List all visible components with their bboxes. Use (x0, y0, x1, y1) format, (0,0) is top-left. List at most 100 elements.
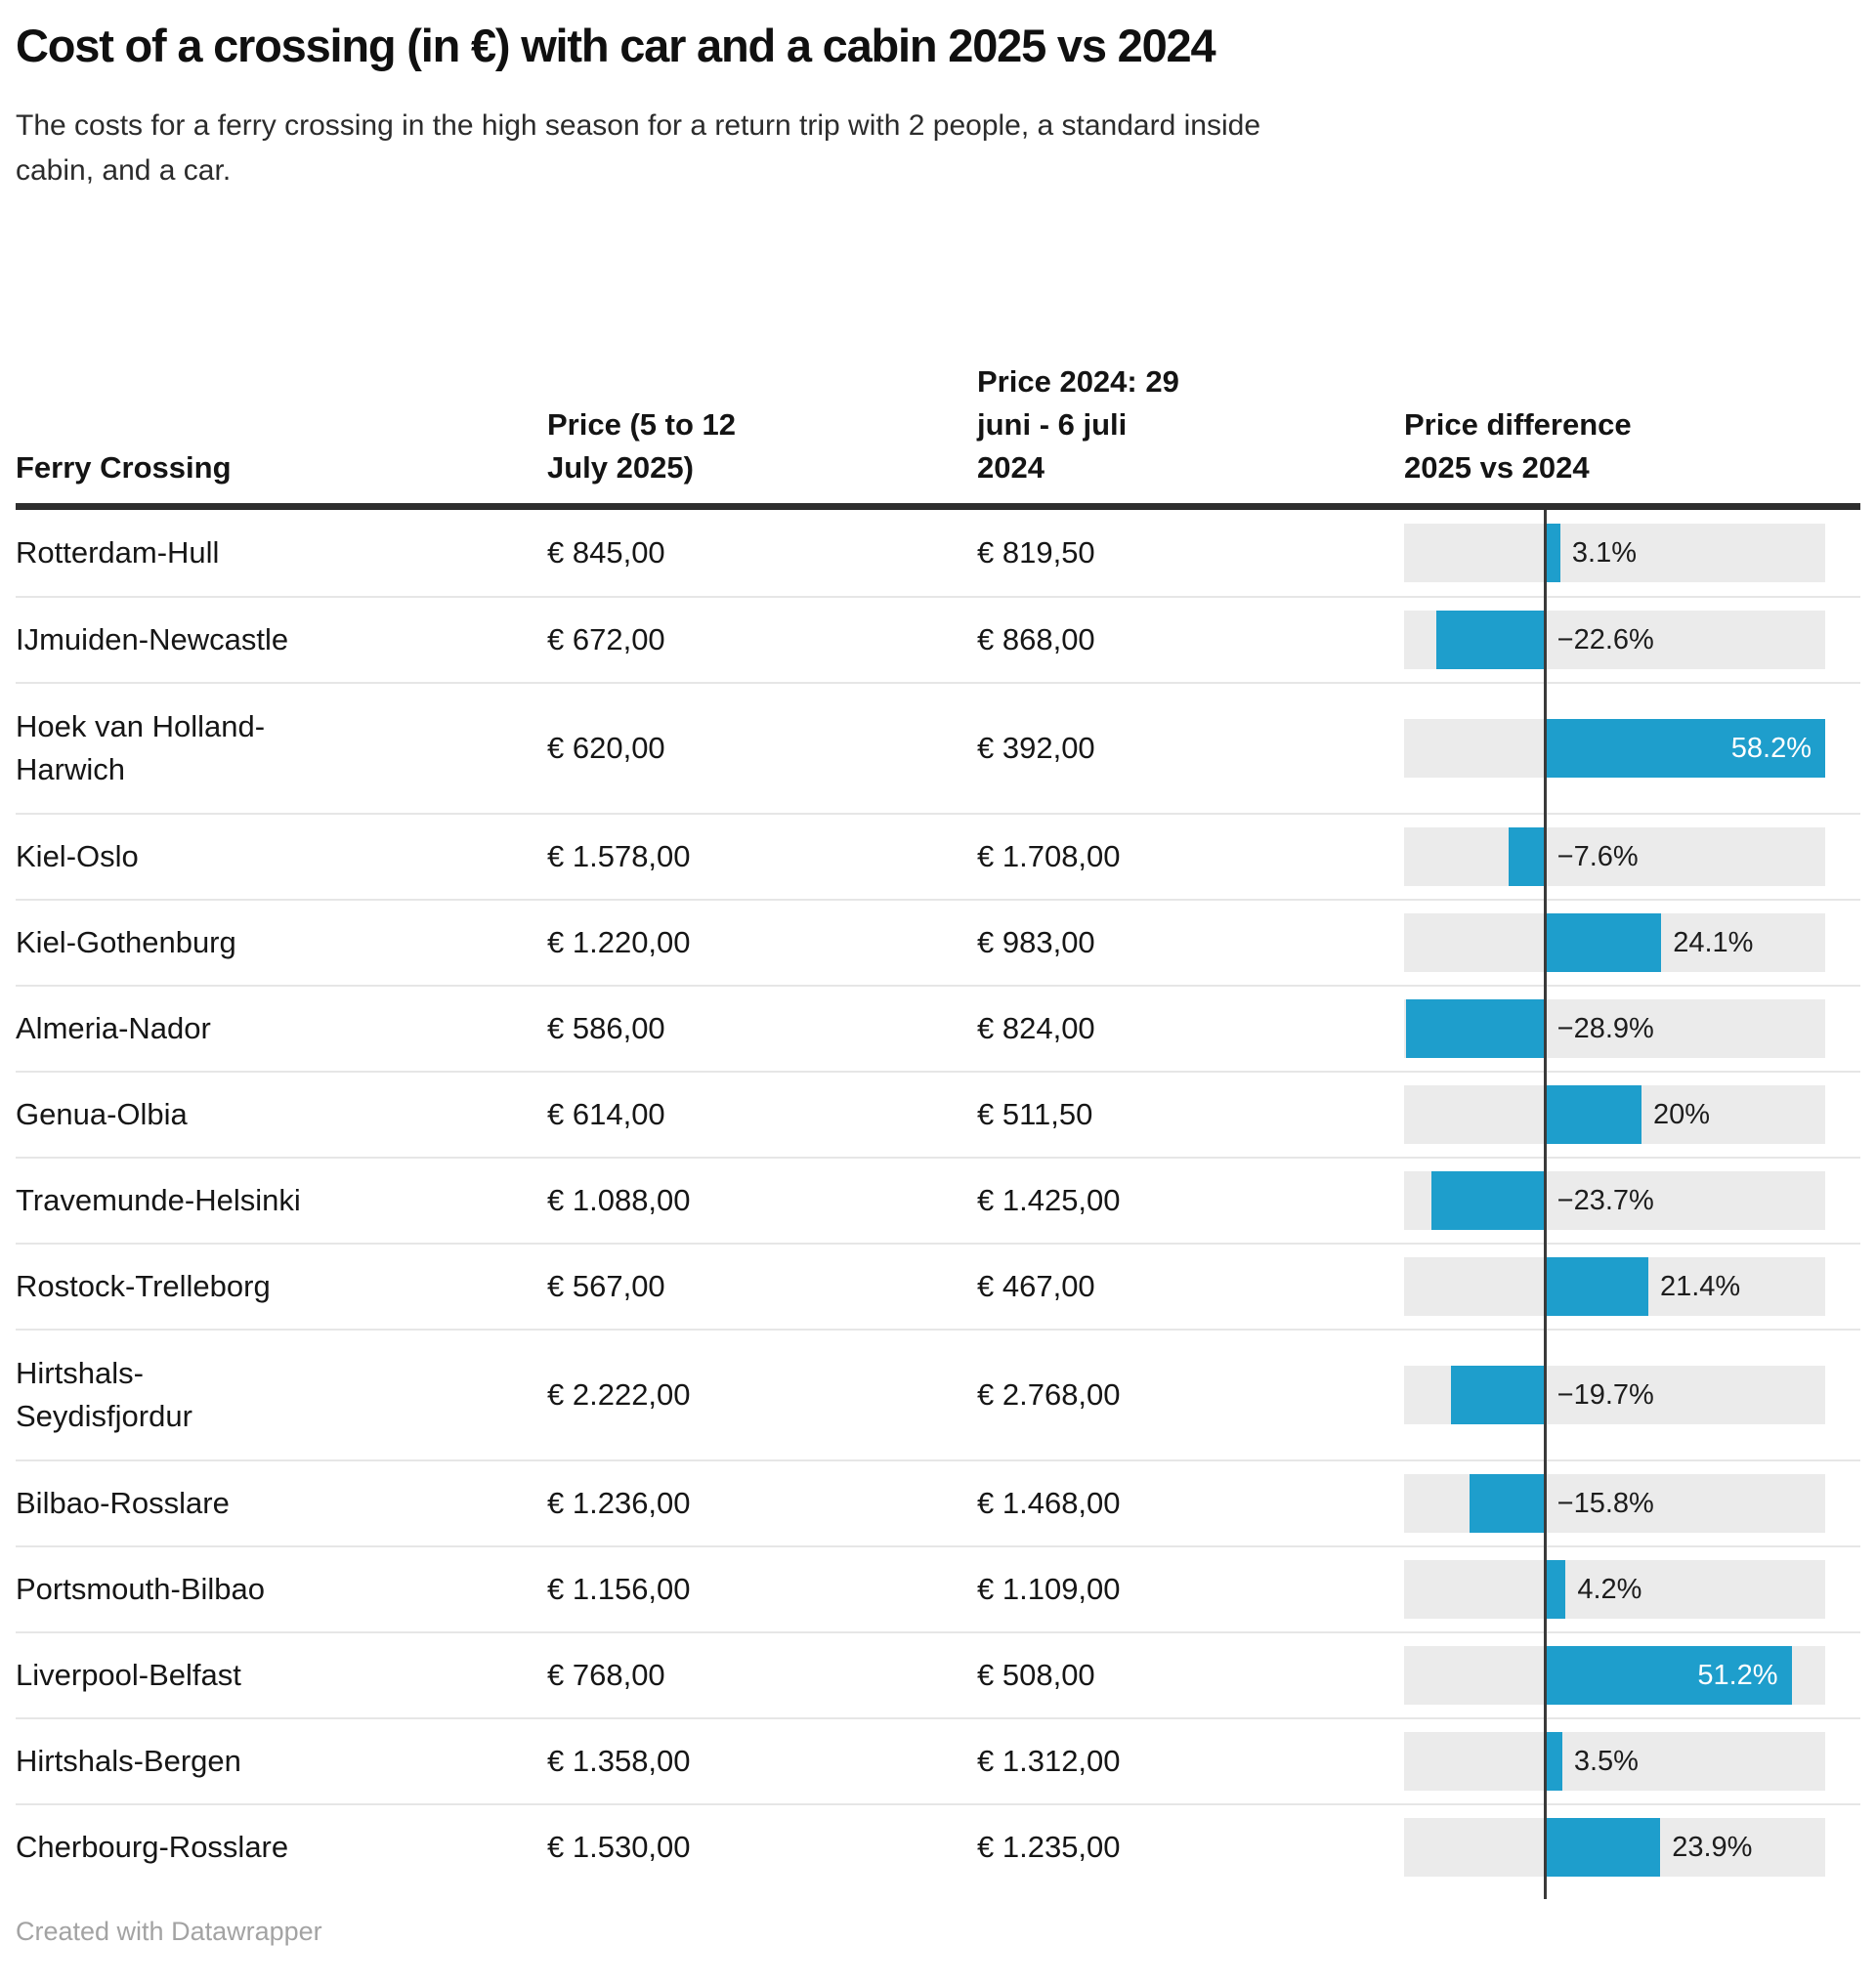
table-row: Rostock-Trelleborg € 567,00 € 467,00 21.4% (16, 1243, 1860, 1329)
table-row: IJmuiden-Newcastle € 672,00 € 868,00 −22.6% (16, 596, 1860, 682)
cell-price-difference: 23.9% (1404, 1818, 1825, 1877)
cell-crossing: Rostock-Trelleborg (16, 1269, 271, 1303)
table-row: Bilbao-Rosslare € 1.236,00 € 1.468,00 −15.8… (16, 1459, 1860, 1545)
diff-bar-track: −19.7% (1404, 1366, 1825, 1424)
diff-value-label: 23.9% (1672, 1832, 1753, 1863)
cell-crossing: IJmuiden-Newcastle (16, 622, 289, 656)
table-row: Travemunde-Helsinki € 1.088,00 € 1.425,00 −… (16, 1157, 1860, 1243)
diff-value-label: 21.4% (1659, 1271, 1741, 1302)
diff-value-label: −7.6% (1556, 841, 1639, 872)
cell-price-2025: € 1.236,00 (547, 1486, 691, 1520)
cell-price-2024: € 824,00 (977, 1011, 1095, 1045)
cell-price-2024: € 1.312,00 (977, 1744, 1121, 1778)
cell-crossing: Almeria-Nador (16, 1011, 211, 1045)
cell-price-2024: € 392,00 (977, 731, 1095, 765)
diff-bar (1545, 1560, 1566, 1619)
diff-value-label: −28.9% (1556, 1013, 1654, 1044)
table-row: Genua-Olbia € 614,00 € 511,50 20% (16, 1071, 1860, 1157)
diff-bar (1545, 1085, 1642, 1144)
cell-price-2025: € 2.222,00 (547, 1377, 691, 1412)
diff-bar-track: −22.6% (1404, 611, 1825, 669)
cell-price-2024: € 868,00 (977, 622, 1095, 656)
cell-price-2025: € 1.220,00 (547, 925, 691, 959)
diff-bar (1545, 1646, 1792, 1705)
table-header-row: Ferry Crossing Price (5 to 12 July 2025) Pr… (16, 193, 1860, 510)
diff-value-label: 58.2% (1730, 733, 1812, 764)
diff-bar (1450, 1366, 1546, 1424)
cell-price-difference: 21.4% (1404, 1257, 1825, 1316)
diff-value-label: 3.5% (1573, 1746, 1639, 1777)
diff-bar (1545, 1818, 1661, 1877)
diff-bar (1406, 999, 1546, 1058)
table-row: Rotterdam-Hull € 845,00 € 819,50 3.1% (16, 510, 1860, 596)
column-header-crossing: Ferry Crossing (16, 450, 232, 485)
cell-price-2025: € 567,00 (547, 1269, 665, 1303)
cell-price-2025: € 845,00 (547, 535, 665, 570)
chart-title: Cost of a crossing (in €) with car and a… (16, 20, 1216, 71)
diff-bar-track: 3.1% (1404, 524, 1825, 582)
cell-price-difference: −15.8% (1404, 1474, 1825, 1533)
diff-bar-track: 21.4% (1404, 1257, 1825, 1316)
diff-bar-track: −7.6% (1404, 827, 1825, 886)
cell-price-2024: € 983,00 (977, 925, 1095, 959)
cell-price-difference: −23.7% (1404, 1171, 1825, 1230)
cell-price-2024: € 508,00 (977, 1658, 1095, 1692)
diff-bar-track: −28.9% (1404, 999, 1825, 1058)
cell-crossing: Hoek van Holland- Harwich (16, 709, 266, 786)
cell-crossing: Hirtshals- Seydisfjordur (16, 1356, 192, 1433)
cell-price-2025: € 1.530,00 (547, 1830, 691, 1864)
cell-crossing: Kiel-Gothenburg (16, 925, 236, 959)
table-row: Kiel-Oslo € 1.578,00 € 1.708,00 −7.6% (16, 813, 1860, 899)
cell-crossing: Liverpool-Belfast (16, 1658, 241, 1692)
cell-price-difference: 24.1% (1404, 913, 1825, 972)
diff-value-label: −23.7% (1556, 1185, 1654, 1216)
cell-crossing: Hirtshals-Bergen (16, 1744, 241, 1778)
table-row: Hirtshals- Seydisfjordur € 2.222,00 € 2.768… (16, 1329, 1860, 1459)
cell-crossing: Travemunde-Helsinki (16, 1183, 301, 1217)
table-row: Liverpool-Belfast € 768,00 € 508,00 51.2% (16, 1631, 1860, 1717)
cell-price-2025: € 1.088,00 (547, 1183, 691, 1217)
diff-value-label: 3.1% (1571, 537, 1637, 569)
diff-value-label: −19.7% (1556, 1379, 1654, 1411)
cell-crossing: Kiel-Oslo (16, 839, 139, 873)
cell-price-2025: € 614,00 (547, 1097, 665, 1131)
cell-price-2024: € 1.109,00 (977, 1572, 1121, 1606)
cell-price-2024: € 1.708,00 (977, 839, 1121, 873)
ferry-cost-chart: Cost of a crossing (in €) with car and a… (0, 20, 1876, 1987)
cell-price-difference: −28.9% (1404, 999, 1825, 1058)
diff-bar (1545, 719, 1825, 778)
table-row: Cherbourg-Rosslare € 1.530,00 € 1.235,00 23… (16, 1803, 1860, 1889)
diff-value-label: −15.8% (1556, 1488, 1654, 1519)
cell-crossing: Cherbourg-Rosslare (16, 1830, 289, 1864)
diff-bar (1469, 1474, 1546, 1533)
zero-axis-line (1544, 510, 1548, 1899)
cell-price-2024: € 467,00 (977, 1269, 1095, 1303)
cell-price-2024: € 1.425,00 (977, 1183, 1121, 1217)
diff-bar-track: 51.2% (1404, 1646, 1825, 1705)
diff-bar (1545, 913, 1662, 972)
diff-bar-track: 3.5% (1404, 1732, 1825, 1791)
cell-price-difference: −7.6% (1404, 827, 1825, 886)
cell-price-difference: 20% (1404, 1085, 1825, 1144)
diff-bar-track: 20% (1404, 1085, 1825, 1144)
cell-price-2024: € 1.468,00 (977, 1486, 1121, 1520)
cell-price-difference: 51.2% (1404, 1646, 1825, 1705)
table-row: Hirtshals-Bergen € 1.358,00 € 1.312,00 3.5% (16, 1717, 1860, 1803)
table-row: Kiel-Gothenburg € 1.220,00 € 983,00 24.1% (16, 899, 1860, 985)
table-row: Portsmouth-Bilbao € 1.156,00 € 1.109,00 4.2… (16, 1545, 1860, 1631)
table-row: Almeria-Nador € 586,00 € 824,00 −28.9% (16, 985, 1860, 1071)
diff-value-label: −22.6% (1556, 624, 1654, 655)
column-header-price_2025: Price (5 to 12 July 2025) (547, 407, 736, 485)
column-header-diff: Price difference 2025 vs 2024 (1404, 407, 1632, 485)
diff-bar (1545, 1732, 1562, 1791)
diff-value-label: 24.1% (1673, 927, 1754, 958)
table-row: Hoek van Holland- Harwich € 620,00 € 392,00… (16, 682, 1860, 813)
diff-bar (1431, 1171, 1546, 1230)
diff-bar-track: −15.8% (1404, 1474, 1825, 1533)
cell-crossing: Bilbao-Rosslare (16, 1486, 230, 1520)
cell-crossing: Rotterdam-Hull (16, 535, 220, 570)
cell-crossing: Portsmouth-Bilbao (16, 1572, 266, 1606)
column-header-price_2024: Price 2024: 29 juni - 6 juli 2024 (977, 364, 1179, 485)
cell-price-2025: € 586,00 (547, 1011, 665, 1045)
diff-bar (1436, 611, 1546, 669)
